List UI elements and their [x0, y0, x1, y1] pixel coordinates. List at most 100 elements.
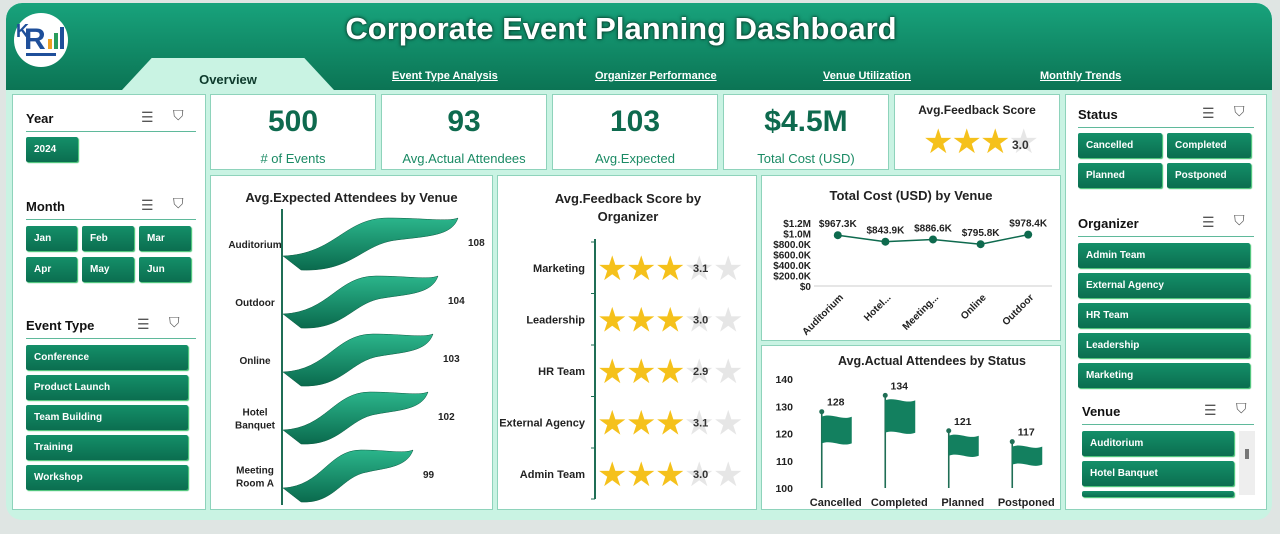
kpi-value: 103	[609, 105, 661, 138]
y-tick-label: 130	[775, 401, 793, 413]
multi-select-icon[interactable]: ☰	[1202, 214, 1215, 230]
event-type-item[interactable]: Conference	[26, 345, 188, 370]
tab-venue-utilization[interactable]: Venue Utilization	[823, 70, 912, 82]
month-item[interactable]: Jun	[139, 257, 191, 282]
bar	[282, 391, 429, 445]
year-item[interactable]: 2024	[26, 137, 78, 162]
bar	[282, 449, 414, 503]
kpi-label: Avg.Expected	[595, 151, 675, 166]
kpi-value: 500	[267, 105, 319, 138]
status-item[interactable]: Cancelled	[1078, 133, 1162, 158]
month-item[interactable]: Feb	[82, 226, 134, 251]
kpi-label: # of Events	[260, 151, 326, 166]
star-icon: ★	[713, 250, 743, 288]
status-slicer-title: Status	[1078, 107, 1118, 122]
star-icon: ★	[684, 250, 714, 288]
y-tick-label: 100	[775, 483, 793, 495]
multi-select-icon[interactable]: ☰	[1204, 402, 1217, 418]
star-icon: ★	[597, 405, 627, 443]
venue-item[interactable]: Auditorium	[1082, 431, 1234, 456]
x-tick-label: Hotel...	[862, 292, 894, 324]
organizer-item[interactable]: HR Team	[1078, 303, 1250, 328]
right-slicer-panel: Status ☰ ⛉ Cancelled Completed Planned P…	[1065, 94, 1267, 510]
star-icon: ★	[923, 123, 954, 161]
svg-text:R: R	[24, 23, 46, 56]
star-icon: ★	[655, 302, 685, 340]
clear-filter-icon[interactable]: ⛉	[1234, 212, 1245, 228]
category-label: Auditorium	[228, 240, 281, 251]
event-type-item[interactable]: Team Building	[26, 405, 188, 430]
multi-select-icon[interactable]: ☰	[137, 316, 150, 332]
data-label: 3.1	[693, 263, 708, 275]
organizer-item[interactable]: Leadership	[1078, 333, 1250, 358]
tab-overview[interactable]: Overview	[122, 58, 334, 90]
event-type-item[interactable]: Workshop	[26, 465, 188, 490]
organizer-item[interactable]: External Agency	[1078, 273, 1250, 298]
star-icon: ★	[655, 456, 685, 494]
month-item[interactable]: Jan	[26, 226, 77, 251]
bar	[948, 434, 979, 457]
x-tick-label: Cancelled	[810, 497, 862, 509]
event-type-item[interactable]: Product Launch	[26, 375, 188, 400]
tab-organizer-performance[interactable]: Organizer Performance	[595, 70, 717, 82]
data-label: 99	[423, 470, 435, 481]
organizer-item[interactable]: Marketing	[1078, 363, 1250, 388]
x-tick-label: Outdoor	[1001, 292, 1037, 328]
organizer-item[interactable]: Admin Team	[1078, 243, 1250, 268]
organizer-slicer-title: Organizer	[1078, 216, 1139, 231]
star-icon: ★	[684, 456, 714, 494]
month-slicer-title: Month	[26, 199, 65, 214]
month-item[interactable]: Apr	[26, 257, 77, 282]
chart-title: Total Cost (USD) by Venue	[829, 188, 993, 203]
kpi-label: Avg.Feedback Score	[918, 103, 1036, 117]
bar	[282, 333, 434, 387]
chart-cost-by-venue: Total Cost (USD) by Venue $1.2M $1.0M $800…	[761, 175, 1061, 341]
category-label: Online	[239, 356, 271, 367]
status-item[interactable]: Completed	[1167, 133, 1251, 158]
month-item[interactable]: Mar	[139, 226, 191, 251]
event-type-item[interactable]: Training	[26, 435, 188, 460]
multi-select-icon[interactable]: ☰	[141, 197, 154, 213]
multi-select-icon[interactable]: ☰	[1202, 105, 1215, 121]
star-icon: ★	[597, 353, 627, 391]
category-label: Leadership	[526, 315, 585, 327]
tab-event-type-analysis[interactable]: Event Type Analysis	[392, 70, 498, 82]
bar	[282, 217, 459, 271]
star-icon: ★	[655, 250, 685, 288]
category-label: Meeting	[236, 466, 274, 477]
divider	[26, 131, 196, 132]
month-item[interactable]: May	[82, 257, 134, 282]
clear-filter-icon[interactable]: ⛉	[1236, 400, 1247, 416]
star-icon: ★	[626, 353, 656, 391]
clear-filter-icon[interactable]: ⛉	[173, 195, 184, 211]
venue-item-partial[interactable]	[1082, 491, 1234, 497]
y-tick-label: 120	[775, 429, 793, 441]
status-item[interactable]: Planned	[1078, 163, 1162, 188]
clear-filter-icon[interactable]: ⛉	[1234, 103, 1245, 119]
data-label: 104	[448, 296, 465, 307]
clear-filter-icon[interactable]: ⛉	[169, 314, 180, 330]
y-tick-label: $600.0K	[773, 251, 812, 262]
data-label: 103	[443, 354, 460, 365]
category-label: Room A	[236, 479, 274, 490]
data-point	[946, 428, 952, 434]
year-slicer-title: Year	[26, 111, 54, 126]
star-icon: ★	[626, 456, 656, 494]
feedback-score-value: 3.0	[1012, 138, 1029, 152]
category-label: Banquet	[235, 421, 276, 432]
tab-monthly-trends[interactable]: Monthly Trends	[1040, 70, 1122, 82]
data-label: 3.0	[693, 315, 708, 327]
venue-scrollbar[interactable]	[1239, 431, 1255, 495]
data-label: $978.4K	[1009, 219, 1048, 230]
data-point	[819, 409, 825, 415]
scrollbar-thumb[interactable]	[1245, 449, 1249, 459]
star-icon: ★	[1008, 123, 1039, 161]
status-item[interactable]: Postponed	[1167, 163, 1251, 188]
data-point	[882, 392, 888, 398]
clear-filter-icon[interactable]: ⛉	[173, 107, 184, 123]
star-icon: ★	[713, 353, 743, 391]
venue-item[interactable]: Hotel Banquet	[1082, 461, 1234, 486]
multi-select-icon[interactable]: ☰	[141, 109, 154, 125]
data-point	[1009, 439, 1015, 445]
